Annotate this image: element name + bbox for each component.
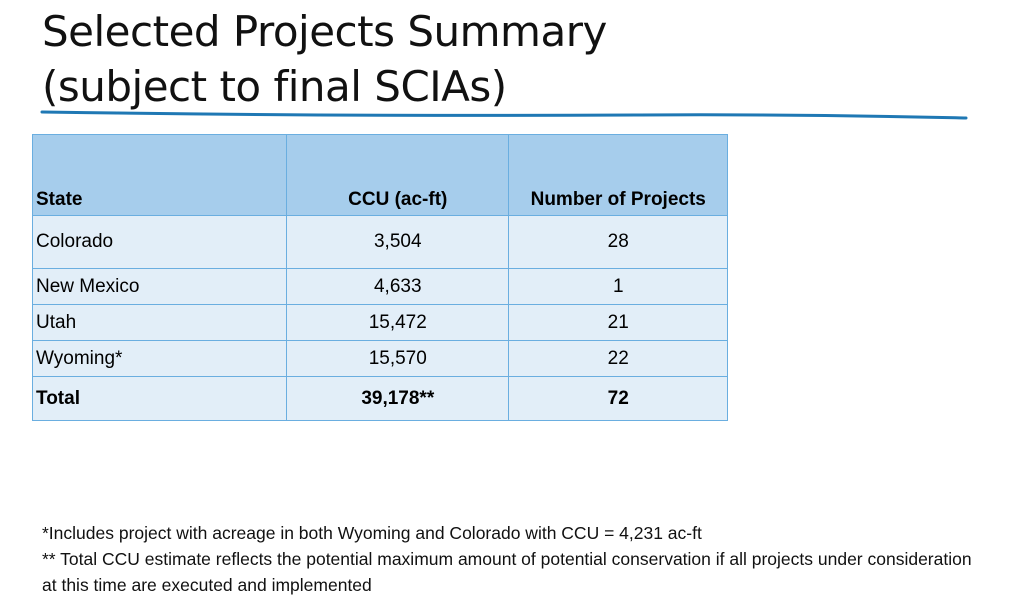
cell-state: New Mexico (31, 268, 288, 305)
cell-state: Colorado (31, 215, 288, 269)
footnote-2: ** Total CCU estimate reflects the poten… (42, 549, 972, 595)
table-row: Colorado 3,504 28 (31, 215, 728, 269)
total-projects: 72 (508, 376, 728, 421)
cell-state: Wyoming* (31, 340, 288, 377)
cell-state: Utah (31, 304, 288, 341)
title-underline (40, 110, 968, 120)
header-ccu: CCU (ac-ft) (286, 134, 510, 216)
slide-title-line-1: Selected Projects Summary (42, 7, 607, 56)
total-ccu: 39,178** (286, 376, 510, 421)
cell-projects: 21 (508, 304, 728, 341)
cell-projects: 22 (508, 340, 728, 377)
cell-ccu: 4,633 (286, 268, 510, 305)
projects-summary-table: State CCU (ac-ft) Number of Projects Col… (31, 134, 728, 421)
table-row: Wyoming* 15,570 22 (31, 340, 728, 377)
footnotes: *Includes project with acreage in both W… (42, 520, 982, 598)
cell-ccu: 3,504 (286, 215, 510, 269)
cell-projects: 1 (508, 268, 728, 305)
cell-ccu: 15,472 (286, 304, 510, 341)
table-row: Utah 15,472 21 (31, 304, 728, 341)
cell-projects: 28 (508, 215, 728, 269)
cell-ccu: 15,570 (286, 340, 510, 377)
header-projects: Number of Projects (508, 134, 728, 216)
slide-title-line-2: (subject to final SCIAs) (42, 62, 507, 111)
table-total-row: Total 39,178** 72 (31, 376, 728, 421)
table-row: New Mexico 4,633 1 (31, 268, 728, 305)
footnote-1: *Includes project with acreage in both W… (42, 523, 702, 543)
slide-title: Selected Projects Summary (subject to fi… (42, 4, 607, 114)
total-label: Total (31, 376, 288, 421)
table-header-row: State CCU (ac-ft) Number of Projects (31, 134, 728, 216)
header-state: State (31, 134, 288, 216)
